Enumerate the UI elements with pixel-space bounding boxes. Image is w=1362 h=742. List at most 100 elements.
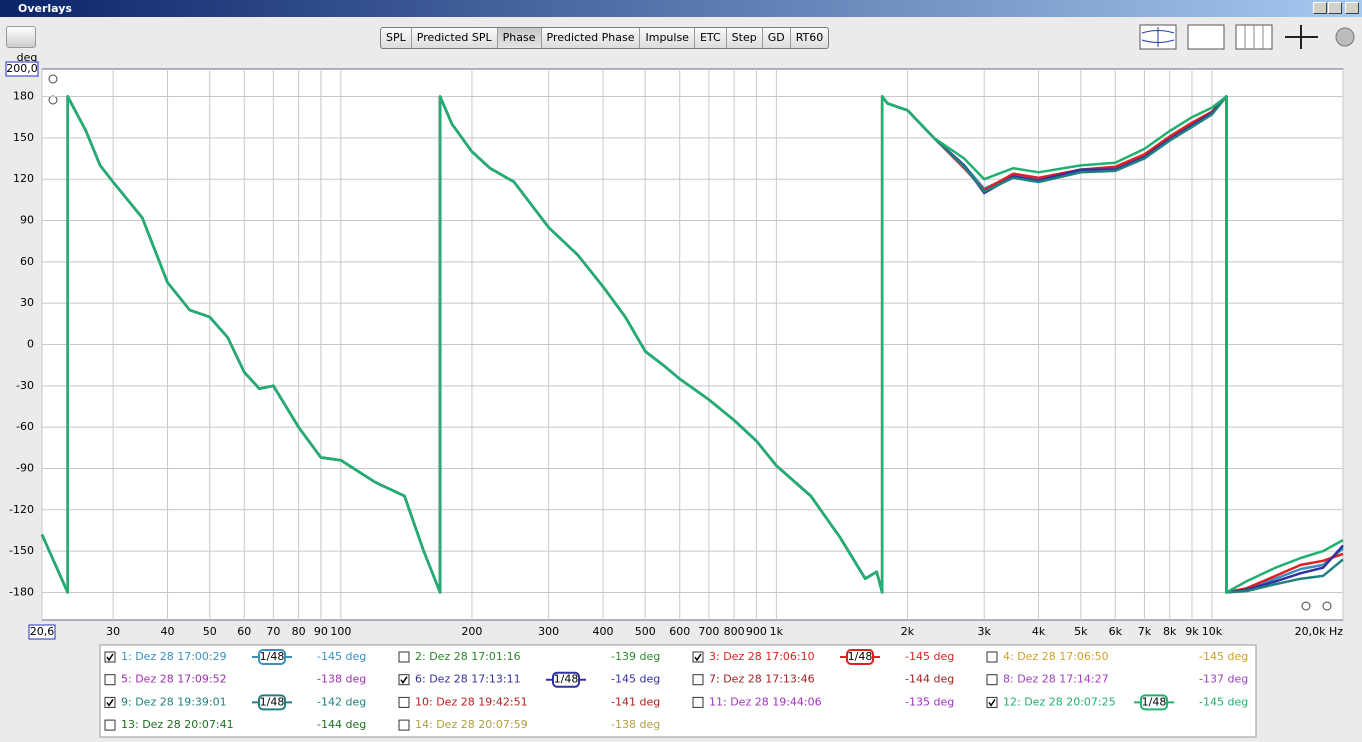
smoothing-badge[interactable] bbox=[258, 694, 286, 711]
camera-button[interactable] bbox=[6, 26, 36, 48]
x-tick-label: 60 bbox=[237, 625, 251, 638]
legend-checkbox[interactable] bbox=[104, 651, 116, 663]
y-tick-label: 0 bbox=[27, 338, 34, 351]
legend-name: 5: Dez 28 17:09:52 bbox=[121, 673, 227, 686]
y-tick-label: -60 bbox=[16, 420, 34, 433]
tab[interactable]: RT60 bbox=[795, 31, 824, 44]
x-tick-label: 20,6 bbox=[30, 625, 55, 638]
x-tick-label: 400 bbox=[593, 625, 614, 638]
smoothing-label: 1/48 bbox=[260, 695, 285, 708]
axis-limit-box bbox=[5, 61, 39, 77]
legend-checkbox[interactable] bbox=[986, 674, 998, 686]
legend-readout: -138 deg bbox=[317, 673, 366, 686]
legend-checkbox[interactable] bbox=[398, 674, 410, 686]
x-tick-label: 700 bbox=[698, 625, 719, 638]
legend-readout: -145 deg bbox=[611, 673, 660, 686]
icon-glyph bbox=[1141, 27, 1175, 47]
smoothing-badge[interactable] bbox=[258, 649, 286, 665]
legend-checkbox[interactable] bbox=[398, 651, 410, 663]
axis-limit-box bbox=[28, 624, 56, 640]
legend-checkbox[interactable] bbox=[104, 674, 116, 686]
smoothing-label: 1/48 bbox=[554, 673, 579, 686]
legend-box bbox=[99, 644, 1257, 738]
smoothing-label: 1/48 bbox=[848, 650, 873, 663]
x-tick-label: 6k bbox=[1109, 625, 1123, 638]
y-tick-label: -180 bbox=[9, 585, 34, 598]
legend-checkbox[interactable] bbox=[104, 696, 116, 708]
y-tick-label: -90 bbox=[16, 461, 34, 474]
phase-line bbox=[40, 95, 1344, 594]
smoothing-badge[interactable] bbox=[552, 671, 580, 688]
tab[interactable]: SPL bbox=[381, 28, 412, 48]
tab[interactable]: Impulse bbox=[640, 28, 695, 48]
close-button[interactable] bbox=[1345, 2, 1359, 14]
legend-checkbox[interactable] bbox=[986, 651, 998, 663]
legend-readout: -141 deg bbox=[611, 695, 660, 708]
legend-checkbox[interactable] bbox=[986, 696, 998, 708]
checkmark bbox=[988, 698, 996, 707]
smoothing-badge[interactable] bbox=[846, 649, 874, 665]
pan-icon[interactable] bbox=[1285, 25, 1318, 49]
checkmark bbox=[106, 698, 114, 707]
x-tick-label: 7k bbox=[1138, 625, 1152, 638]
minimize-button[interactable] bbox=[1313, 2, 1327, 14]
legend-readout: -135 deg bbox=[905, 695, 954, 708]
x-tick-label: 40 bbox=[161, 625, 175, 638]
legend-name: 3: Dez 28 17:06:10 bbox=[709, 650, 815, 663]
phase-chart: deg 20,6 30 40 50 60 70 80 90 100 200 300 400 500 600… bbox=[5, 51, 1344, 640]
x-tick-label: 600 bbox=[669, 625, 690, 638]
settings-icon[interactable] bbox=[1335, 27, 1355, 47]
legend-readout: -144 deg bbox=[905, 673, 954, 686]
legend-checkbox[interactable] bbox=[104, 719, 116, 731]
legend-checkbox[interactable] bbox=[692, 696, 704, 708]
x-tick-label: 80 bbox=[292, 625, 306, 638]
x-tick-label: 70 bbox=[266, 625, 280, 638]
checkmark bbox=[694, 653, 702, 662]
y-tick-label: 60 bbox=[20, 255, 34, 268]
legend-checkbox[interactable] bbox=[398, 719, 410, 731]
y-tick-label: 180 bbox=[13, 90, 34, 103]
y-tick-label: -120 bbox=[9, 503, 34, 516]
y-tick-label: 120 bbox=[13, 172, 34, 185]
checkmark bbox=[106, 653, 114, 662]
x-tick-label: 10k bbox=[1202, 625, 1223, 638]
view-tabs: SPL Predicted SPL Phase Predicted Phase Impu… bbox=[380, 27, 830, 49]
smoothing-label: 1/48 bbox=[260, 650, 285, 663]
x-tick-label: 4k bbox=[1032, 625, 1046, 638]
tab[interactable]: GD bbox=[763, 28, 791, 48]
legend-name: 10: Dez 28 19:42:51 bbox=[415, 695, 528, 708]
maximize-button[interactable] bbox=[1328, 2, 1342, 14]
x-tick-label: 1k bbox=[770, 625, 784, 638]
x-tick-label: 5k bbox=[1074, 625, 1088, 638]
tab[interactable]: Predicted SPL bbox=[412, 28, 498, 48]
x-tick-label: 9k bbox=[1185, 625, 1199, 638]
tab[interactable]: Step bbox=[727, 28, 763, 48]
smoothing-badge[interactable] bbox=[1140, 694, 1168, 711]
x-tick-label: 90 bbox=[314, 625, 328, 638]
legend-readout: -144 deg bbox=[317, 718, 366, 731]
toolbar-icons bbox=[1139, 24, 1355, 50]
x-tick-label: 50 bbox=[203, 625, 217, 638]
title-bar: Overlays bbox=[0, 0, 1362, 17]
x-tick-label: 900 bbox=[746, 625, 767, 638]
legend-name: 8: Dez 28 17:14:27 bbox=[1003, 673, 1109, 686]
legend-name: 9: Dez 28 19:39:01 bbox=[121, 695, 227, 708]
legend-checkbox[interactable] bbox=[692, 651, 704, 663]
y-tick-label: 30 bbox=[20, 296, 34, 309]
legend-checkbox[interactable] bbox=[398, 696, 410, 708]
legend-readout: -145 deg bbox=[1199, 650, 1248, 663]
legend-readout: -145 deg bbox=[317, 650, 366, 663]
legend-checkbox[interactable] bbox=[692, 674, 704, 686]
tab[interactable]: ETC bbox=[695, 28, 727, 48]
y-tick-label: -30 bbox=[16, 379, 34, 392]
legend-name: 14: Dez 28 20:07:59 bbox=[415, 718, 528, 731]
tab[interactable]: Predicted Phase bbox=[542, 28, 641, 48]
legend: 1: Dez 28 17:00:29 1/48 -145 deg 2: Dez 28 … bbox=[99, 644, 1257, 738]
zoom-fit-icon[interactable] bbox=[1187, 24, 1225, 50]
y-tick-label: 90 bbox=[20, 214, 34, 227]
zoom-controls bbox=[48, 74, 1332, 611]
legend-name: 6: Dez 28 17:13:11 bbox=[415, 673, 521, 686]
tab[interactable]: Phase bbox=[497, 28, 542, 48]
y-axis-unit: deg bbox=[17, 51, 38, 64]
